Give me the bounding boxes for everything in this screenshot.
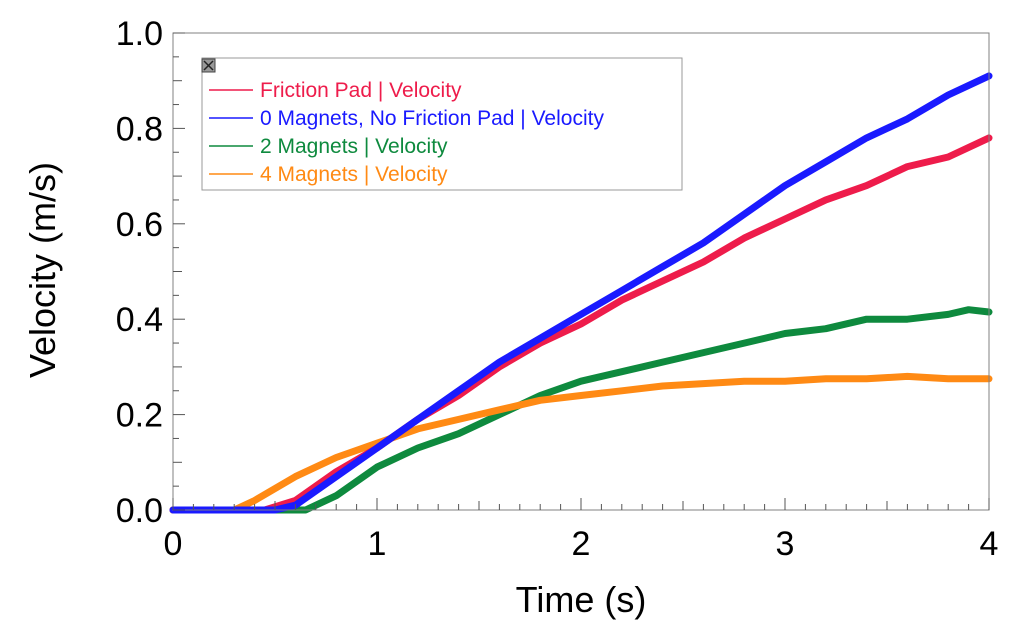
legend-items: Friction Pad | Velocity 0 Magnets, No Fri… — [209, 79, 604, 186]
y-tick-label: 0.4 — [116, 301, 163, 339]
legend-box — [201, 57, 683, 191]
y-tick-label: 0.8 — [116, 110, 163, 148]
legend[interactable]: Friction Pad | Velocity 0 Magnets, No Fri… — [201, 57, 683, 191]
y-axis-title: Velocity (m/s) — [22, 162, 63, 378]
series-layer — [169, 72, 993, 514]
legend-close-icon[interactable] — [201, 58, 216, 73]
x-tick-label: 4 — [980, 525, 999, 563]
legend-label: Friction Pad | Velocity — [260, 79, 462, 102]
legend-label: 4 Magnets | Velocity — [260, 163, 448, 186]
x-tick-label: 2 — [572, 525, 591, 563]
legend-label: 2 Magnets | Velocity — [260, 135, 448, 158]
y-tick-label: 0.0 — [116, 492, 163, 530]
series-line-3 — [169, 372, 993, 514]
x-tick-label: 3 — [776, 525, 795, 563]
y-tick-label: 0.2 — [116, 397, 163, 435]
x-tick-label: 1 — [368, 525, 387, 563]
x-tick-label: 0 — [164, 525, 183, 563]
x-axis-title: Time (s) — [516, 579, 647, 620]
y-tick-label: 1.0 — [116, 15, 163, 53]
series-line-1 — [169, 72, 993, 514]
y-tick-label: 0.6 — [116, 206, 163, 244]
series-line-2 — [169, 306, 993, 514]
legend-label: 0 Magnets, No Friction Pad | Velocity — [260, 107, 604, 130]
axes-layer: 0 1 2 3 4 0.0 0.2 0.4 0.6 0.8 1.0 — [116, 15, 999, 563]
